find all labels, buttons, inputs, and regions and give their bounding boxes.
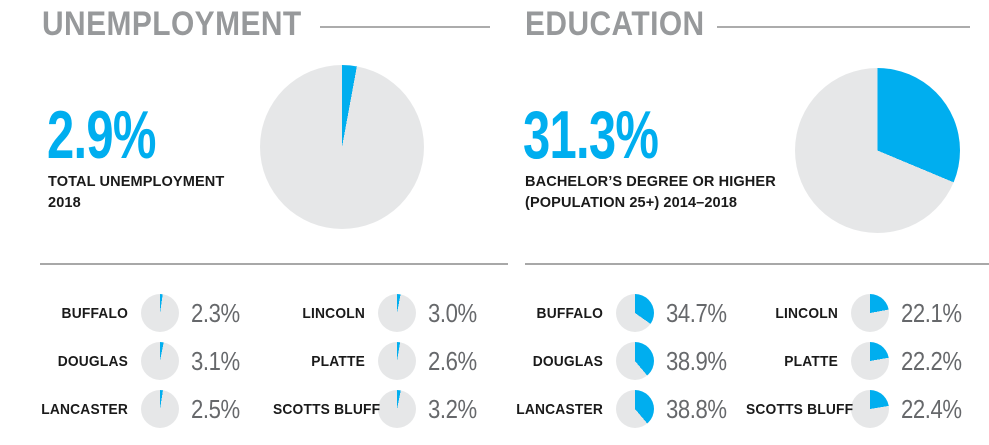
county-value: 38.8%	[666, 393, 727, 424]
education-pie-chart	[795, 68, 960, 233]
education-caption-line2: (POPULATION 25+) 2014–2018	[525, 194, 738, 211]
county-row-buffalo: BUFFALO 2.3%	[28, 289, 248, 337]
county-name: LINCOLN	[775, 304, 838, 322]
unemployment-stat-value: 2.9%	[47, 97, 156, 173]
county-value: 2.3%	[191, 297, 240, 328]
county-row-scotts-bluff: SCOTTS BLUFF 22.4%	[738, 385, 972, 433]
education-stat-caption: BACHELOR’S DEGREE OR HIGHER (POPULATION …	[525, 171, 784, 213]
county-value: 34.7%	[666, 297, 727, 328]
county-pie-chart	[378, 342, 416, 380]
education-county-column-2: LINCOLN 22.1% PLATTE 22.2% SCOTTS BLUFF …	[738, 289, 972, 433]
header-rule-education	[717, 26, 970, 28]
county-value: 2.5%	[191, 393, 240, 424]
county-value: 3.1%	[191, 345, 240, 376]
unemployment-caption-line2: 2018	[48, 194, 81, 211]
county-row-scotts-bluff: SCOTTS BLUFF 3.2%	[265, 385, 485, 433]
county-pie-chart	[616, 390, 654, 428]
county-row-platte: PLATTE 2.6%	[265, 337, 485, 385]
unemployment-caption-line1: TOTAL UNEMPLOYMENT	[48, 173, 225, 190]
county-pie-chart	[851, 342, 889, 380]
county-name: DOUGLAS	[57, 352, 128, 370]
education-county-column-1: BUFFALO 34.7% DOUGLAS 38.9% LANCASTER 38…	[503, 289, 737, 433]
unemployment-county-column-1: BUFFALO 2.3% DOUGLAS 3.1% LANCASTER 2.5%	[28, 289, 248, 433]
section-title-education: EDUCATION	[525, 5, 705, 43]
education-section-divider	[525, 263, 989, 265]
county-row-lincoln: LINCOLN 3.0%	[265, 289, 485, 337]
section-title-unemployment: UNEMPLOYMENT	[42, 5, 302, 43]
county-pie-chart	[141, 294, 179, 332]
county-name: DOUGLAS	[532, 352, 603, 370]
county-name: BUFFALO	[536, 304, 603, 322]
header-rule-unemployment	[320, 26, 490, 28]
county-value: 3.0%	[428, 297, 477, 328]
county-pie-chart	[851, 390, 889, 428]
county-name: SCOTTS BLUFF	[746, 400, 854, 418]
unemployment-stat-caption: TOTAL UNEMPLOYMENT 2018	[48, 171, 230, 213]
county-pie-chart	[616, 294, 654, 332]
county-pie-chart	[141, 390, 179, 428]
county-pie-chart	[616, 342, 654, 380]
county-row-lancaster: LANCASTER 38.8%	[503, 385, 737, 433]
education-stat-value: 31.3%	[523, 97, 659, 173]
county-pie-chart	[378, 390, 416, 428]
county-name: LANCASTER	[516, 400, 603, 418]
county-pie-chart	[851, 294, 889, 332]
county-name: PLATTE	[311, 352, 365, 370]
county-name: BUFFALO	[61, 304, 129, 322]
county-row-douglas: DOUGLAS 3.1%	[28, 337, 248, 385]
county-pie-chart	[141, 342, 179, 380]
county-row-douglas: DOUGLAS 38.9%	[503, 337, 737, 385]
county-value: 3.2%	[428, 393, 477, 424]
county-row-buffalo: BUFFALO 34.7%	[503, 289, 737, 337]
county-row-lancaster: LANCASTER 2.5%	[28, 385, 248, 433]
unemployment-section-divider	[40, 263, 508, 265]
county-pie-chart	[378, 294, 416, 332]
county-row-platte: PLATTE 22.2%	[738, 337, 972, 385]
county-value: 22.2%	[901, 345, 962, 376]
county-value: 2.6%	[428, 345, 477, 376]
county-name: PLATTE	[784, 352, 838, 370]
county-row-lincoln: LINCOLN 22.1%	[738, 289, 972, 337]
county-name: LINCOLN	[302, 304, 365, 322]
county-name: SCOTTS BLUFF	[273, 400, 381, 418]
county-value: 38.9%	[666, 345, 727, 376]
county-value: 22.4%	[901, 393, 962, 424]
education-caption-line1: BACHELOR’S DEGREE OR HIGHER	[525, 173, 776, 190]
unemployment-county-column-2: LINCOLN 3.0% PLATTE 2.6% SCOTTS BLUFF 3.…	[265, 289, 485, 433]
county-value: 22.1%	[901, 297, 962, 328]
county-name: LANCASTER	[41, 400, 128, 418]
unemployment-pie-chart	[260, 65, 424, 229]
